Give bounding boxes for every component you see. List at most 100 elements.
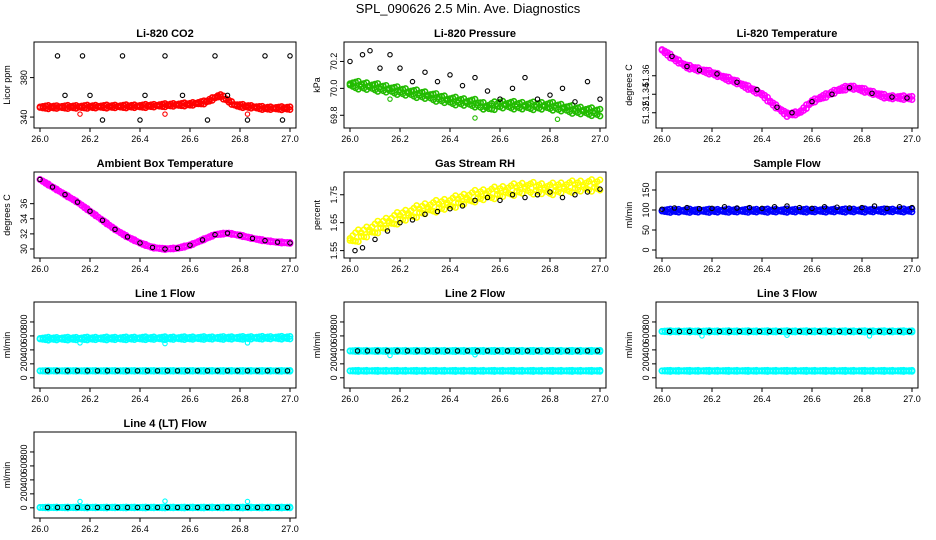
data-point — [74, 504, 81, 511]
data-point — [906, 328, 913, 335]
y-axis-label: degrees C — [2, 194, 12, 236]
data-point — [736, 328, 743, 335]
data-point — [422, 211, 428, 218]
data-point — [179, 92, 186, 99]
data-point — [174, 245, 181, 251]
x-tick-label: 27.0 — [591, 134, 609, 144]
data-point — [77, 111, 83, 117]
data-point — [497, 96, 503, 102]
y-tick-label: 51.36 — [641, 64, 651, 87]
data-point — [829, 91, 835, 98]
data-point — [274, 368, 281, 374]
data-point — [244, 498, 251, 505]
data-point — [162, 246, 168, 252]
x-tick-label: 26.6 — [803, 134, 821, 144]
data-point — [522, 194, 528, 201]
data-point — [134, 368, 141, 374]
x-tick-label: 26.2 — [81, 524, 99, 534]
data-point — [54, 53, 61, 59]
x-tick-label: 26.0 — [653, 134, 671, 144]
data-point — [889, 94, 895, 100]
data-point — [896, 204, 903, 210]
data-point — [409, 78, 416, 85]
data-point — [64, 504, 71, 511]
y-tick-label: 36 — [19, 199, 29, 209]
data-point — [509, 192, 516, 198]
data-point — [359, 51, 366, 58]
data-point — [596, 176, 604, 184]
series-band — [36, 332, 294, 344]
data-point — [734, 79, 740, 85]
data-point — [194, 504, 201, 511]
data-point — [54, 368, 61, 374]
data-point — [856, 328, 863, 335]
x-tick-label: 26.8 — [231, 394, 249, 404]
data-point — [224, 368, 231, 374]
data-point — [574, 348, 581, 354]
x-tick-label: 26.4 — [441, 134, 459, 144]
x-tick-label: 26.8 — [853, 394, 871, 404]
data-point — [671, 205, 678, 211]
data-point — [684, 63, 690, 70]
data-point — [164, 504, 171, 511]
data-point — [886, 328, 893, 335]
data-point — [119, 53, 126, 59]
x-tick-label: 26.2 — [703, 134, 721, 144]
y-tick-label: 380 — [19, 70, 29, 85]
x-tick-label: 26.4 — [753, 394, 771, 404]
x-tick-label: 26.4 — [131, 134, 149, 144]
data-point — [784, 332, 790, 338]
data-point — [360, 233, 368, 241]
data-point — [79, 53, 86, 59]
data-point — [377, 65, 383, 71]
data-point — [77, 498, 83, 505]
data-point — [472, 74, 478, 81]
data-point — [434, 348, 441, 354]
data-point — [771, 204, 778, 210]
data-point — [402, 216, 409, 224]
data-point — [286, 367, 294, 375]
data-point — [394, 348, 401, 354]
data-point — [834, 204, 840, 210]
data-point — [374, 348, 381, 354]
data-point — [424, 348, 431, 354]
x-tick-label: 26.2 — [391, 394, 409, 404]
data-point — [816, 328, 823, 335]
x-tick-label: 26.6 — [181, 264, 199, 274]
data-point — [709, 205, 715, 212]
data-point — [112, 226, 118, 233]
data-point — [284, 504, 291, 511]
data-point — [204, 504, 211, 511]
data-point — [397, 219, 403, 226]
data-point — [584, 189, 591, 195]
data-point — [87, 208, 93, 214]
chart-title: Li-820 Temperature — [737, 28, 838, 40]
y-tick-label: 800 — [19, 444, 29, 459]
y-tick-label: 0 — [329, 375, 339, 380]
data-point — [908, 96, 916, 104]
data-point — [284, 368, 291, 374]
x-tick-label: 26.6 — [803, 394, 821, 404]
data-point — [104, 368, 111, 374]
chart-panel: Sample Flow ml/min 26.0 26.2 26.4 26.6 26.8 27.… — [624, 158, 921, 274]
data-point — [142, 92, 148, 99]
data-point — [137, 240, 143, 246]
data-point — [447, 205, 453, 212]
data-point — [77, 340, 83, 346]
x-tick-label: 26.4 — [131, 264, 149, 274]
data-point — [547, 92, 553, 98]
y-axis-label: ml/min — [2, 462, 12, 489]
x-tick-label: 26.8 — [853, 264, 871, 274]
data-point — [734, 205, 740, 211]
data-point — [796, 204, 803, 211]
data-point — [204, 117, 211, 123]
chart-title: Line 3 Flow — [757, 288, 817, 300]
series-band — [346, 366, 604, 375]
data-point — [363, 233, 371, 241]
data-point — [484, 88, 491, 94]
x-tick-label: 26.8 — [853, 134, 871, 144]
data-point — [596, 112, 604, 120]
data-point — [676, 328, 683, 335]
y-tick-label: 32 — [19, 229, 29, 239]
data-point — [397, 65, 403, 71]
